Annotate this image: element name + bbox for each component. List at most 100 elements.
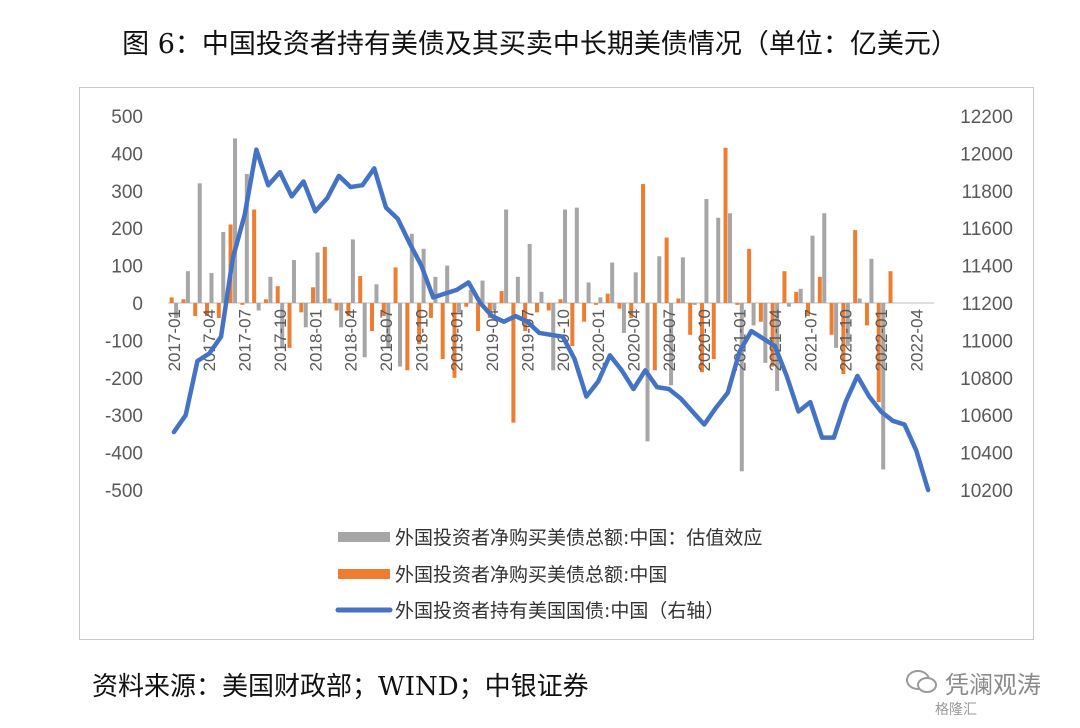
bar-valuation-effect (586, 282, 591, 303)
legend-swatch-orange (338, 569, 390, 579)
bar-net-purchase (193, 303, 198, 317)
bar-net-purchase (523, 303, 528, 332)
bar-net-purchase (629, 303, 634, 318)
bar-valuation-effect (315, 252, 320, 303)
bar-valuation-effect (492, 303, 497, 311)
bar-valuation-effect (409, 233, 414, 303)
bar-net-purchase (593, 303, 598, 305)
bar-valuation-effect (621, 303, 626, 333)
bar-net-purchase (641, 184, 646, 303)
watermark: 凭澜观涛 格隆汇 (905, 663, 1055, 723)
right-axis-tick-label: 12200 (960, 107, 1013, 128)
bar-net-purchase (758, 303, 763, 322)
bar-net-purchase (311, 287, 316, 303)
bar-net-purchase (582, 303, 587, 322)
bar-valuation-effect (834, 303, 839, 348)
bar-valuation-effect (480, 280, 485, 303)
bar-valuation-effect (786, 303, 791, 307)
bar-valuation-effect (822, 213, 827, 303)
x-axis-tick-label: 2021-07 (801, 309, 820, 371)
x-axis-tick-label: 2018-07 (377, 309, 396, 371)
bar-net-purchase (428, 303, 433, 318)
bar-net-purchase (711, 303, 716, 360)
bar-net-purchase (806, 303, 811, 317)
x-axis-tick-label: 2019-01 (448, 309, 467, 371)
bar-valuation-effect (845, 303, 850, 347)
bar-net-purchase (381, 303, 386, 317)
bar-valuation-effect (456, 303, 461, 313)
bar-net-purchase (299, 303, 304, 313)
left-axis-tick-label: -300 (105, 406, 143, 427)
bar-valuation-effect (291, 259, 296, 303)
bar-net-purchase (782, 271, 787, 303)
right-axis-tick-label: 10400 (960, 444, 1013, 465)
x-axis-tick-label: 2021-10 (837, 309, 856, 371)
left-axis-tick-label: -100 (105, 331, 143, 352)
bar-valuation-effect (468, 289, 473, 303)
bar-valuation-effect (185, 271, 190, 303)
bar-valuation-effect (539, 291, 544, 303)
bar-valuation-effect (197, 183, 202, 303)
x-axis-tick-label: 2020-01 (589, 309, 608, 371)
bar-valuation-effect (374, 284, 379, 303)
right-axis-tick-label: 11600 (962, 219, 1013, 240)
x-axis-tick-label: 2020-10 (695, 309, 714, 371)
bar-net-purchase (841, 303, 846, 375)
bar-net-purchase (476, 303, 481, 332)
left-axis-tick-label: -500 (105, 481, 143, 502)
source-note: 资料来源：美国财政部；WIND；中银证券 (92, 672, 589, 702)
bar-net-purchase (417, 303, 422, 345)
bar-valuation-effect (657, 256, 662, 303)
bar-valuation-effect (504, 209, 509, 303)
bar-net-purchase (570, 303, 575, 347)
bar-valuation-effect (339, 303, 344, 328)
bar-net-purchase (216, 303, 221, 318)
bar-net-purchase (664, 237, 669, 303)
right-axis-tick-label: 10800 (960, 369, 1013, 390)
bar-valuation-effect (362, 303, 367, 358)
left-axis-tick-label: 200 (111, 219, 143, 240)
bar-net-purchase (652, 303, 657, 371)
bar-net-purchase (534, 303, 539, 313)
right-axis-tick-label: 10200 (960, 481, 1013, 502)
bar-valuation-effect (386, 303, 391, 348)
bar-valuation-effect (798, 288, 803, 303)
bar-net-purchase (699, 303, 704, 373)
right-axis-tick-label: 11800 (962, 182, 1013, 203)
left-axis-tick-label: -400 (105, 444, 143, 465)
bar-net-purchase (735, 303, 740, 305)
bar-net-purchase (617, 303, 622, 309)
x-axis-tick-label: 2017-10 (271, 309, 290, 371)
bar-valuation-effect (256, 303, 261, 311)
right-axis-tick-label: 11200 (962, 294, 1013, 315)
bar-valuation-effect (280, 303, 285, 348)
left-axis-tick-label: 0 (132, 294, 143, 315)
left-axis-tick-label: 500 (111, 107, 143, 128)
x-axis-tick-label: 2022-04 (907, 309, 926, 371)
bar-valuation-effect (433, 276, 438, 303)
bar-net-purchase (440, 303, 445, 360)
bar-valuation-effect (881, 303, 886, 470)
bar-net-purchase (405, 303, 410, 371)
x-axis-tick-label: 2021-01 (731, 309, 750, 371)
bar-valuation-effect (763, 303, 768, 363)
left-axis-tick-label: 400 (111, 144, 143, 165)
bar-net-purchase (393, 267, 398, 303)
bar-net-purchase (169, 297, 174, 303)
bar-valuation-effect (268, 276, 273, 303)
bar-net-purchase (252, 209, 257, 303)
legend-label: 外国投资者净购买美债总额:中国：估值效应 (395, 527, 762, 549)
x-axis-tick-label: 2018-04 (342, 309, 361, 371)
legend-label: 外国投资者持有美国国债:中国（右轴） (395, 600, 724, 622)
figure-title: 图 6：中国投资者持有美债及其买卖中长期美债情况（单位：亿美元） (122, 29, 958, 60)
x-axis-tick-label: 2017-01 (165, 309, 184, 371)
bar-net-purchase (546, 303, 551, 311)
bar-net-purchase (829, 303, 834, 335)
right-axis-tick-label: 10600 (960, 406, 1013, 427)
right-axis-tick-label: 11400 (962, 257, 1013, 278)
bar-net-purchase (888, 271, 893, 303)
bar-valuation-effect (633, 272, 638, 303)
bar-net-purchase (605, 293, 610, 303)
bar-net-purchase (358, 276, 363, 303)
bar-valuation-effect (563, 209, 568, 303)
